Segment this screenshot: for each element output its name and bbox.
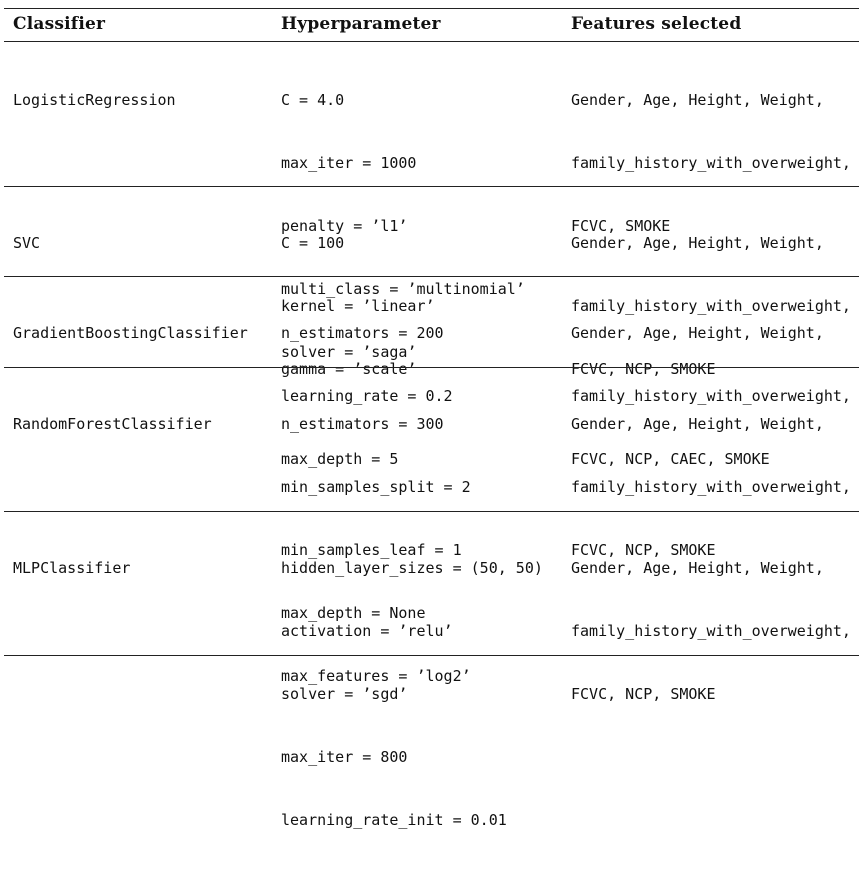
hyperparameter-line: min_samples_leaf = 1 bbox=[281, 541, 462, 559]
hyperparameter-line: gamma = ’scale’ bbox=[281, 360, 417, 378]
table-header: Classifier Hyperparameter Features selec… bbox=[4, 14, 859, 40]
classifier-name: RandomForestClassifier bbox=[13, 415, 212, 433]
hyperparameter-cell: C = 4.0 max_iter = 1000 penalty = ’l1’ m… bbox=[281, 51, 525, 402]
hyperparameter-line: max_depth = 5 bbox=[281, 450, 399, 468]
hyperparameter-line: max_iter = 800 bbox=[281, 748, 408, 766]
features-line: FCVC, NCP, SMOKE bbox=[571, 685, 716, 703]
hyperparameter-line: penalty = ’l1’ bbox=[281, 217, 408, 235]
hyperparameter-line: C = 100 bbox=[281, 234, 345, 252]
classifier-cell: SVC bbox=[13, 194, 67, 293]
hyperparameter-line: min_samples_split = 2 bbox=[281, 478, 471, 496]
features-cell: Gender, Age, Height, Weight, family_hist… bbox=[571, 194, 851, 419]
header-classifier: Classifier bbox=[13, 14, 106, 34]
features-line: family_history_with_overweight, bbox=[571, 297, 851, 315]
features-line: FCVC, NCP, SMOKE bbox=[571, 360, 716, 378]
hyperparameter-line: activation = ’relu’ bbox=[281, 622, 453, 640]
hyperparameter-line: max_depth = None bbox=[281, 604, 426, 622]
hyperparameter-line: max_iter = 1000 bbox=[281, 154, 417, 172]
header-features-selected: Features selected bbox=[571, 14, 742, 34]
table-row: LogisticRegression C = 4.0 max_iter = 10… bbox=[4, 41, 859, 361]
features-line: family_history_with_overweight, bbox=[571, 622, 851, 640]
features-line: Gender, Age, Height, Weight, bbox=[571, 91, 824, 109]
table-bottom-rule bbox=[4, 655, 859, 656]
hyperparameter-line: kernel = ’linear’ bbox=[281, 297, 435, 315]
features-line: FCVC, SMOKE bbox=[571, 217, 671, 235]
features-line: family_history_with_overweight, bbox=[571, 478, 851, 496]
features-line: Gender, Age, Height, Weight, bbox=[571, 324, 824, 342]
hyperparameter-cell: hidden_layer_sizes = (50, 50) activation… bbox=[281, 519, 543, 870]
features-line: FCVC, NCP, CAEC, SMOKE bbox=[571, 450, 770, 468]
features-line: family_history_with_overweight, bbox=[571, 154, 851, 172]
features-cell: Gender, Age, Height, Weight, family_hist… bbox=[571, 51, 851, 276]
hyperparameter-line: solver = ’sgd’ bbox=[281, 685, 408, 703]
table-row: RandomForestClassifier n_estimators = 30… bbox=[4, 367, 859, 685]
hyperparameter-cell: n_estimators = 200 learning_rate = 0.2 m… bbox=[281, 284, 453, 509]
hyperparameter-line: solver = ’saga’ bbox=[281, 343, 417, 361]
hyperparameter-line: n_estimators = 200 bbox=[281, 324, 444, 342]
table-row: GradientBoostingClassifier n_estimators … bbox=[4, 276, 859, 468]
features-cell: Gender, Age, Height, Weight, family_hist… bbox=[571, 284, 851, 509]
hyperparameter-line: learning_rate = 0.2 bbox=[281, 387, 453, 405]
table-row: MLPClassifier hidden_layer_sizes = (50, … bbox=[4, 511, 859, 829]
classifier-name: GradientBoostingClassifier bbox=[13, 324, 248, 342]
header-hyperparameter: Hyperparameter bbox=[281, 14, 441, 34]
features-line: Gender, Age, Height, Weight, bbox=[571, 234, 824, 252]
classifier-name: MLPClassifier bbox=[13, 559, 131, 577]
hyperparameter-line: C = 4.0 bbox=[281, 91, 345, 109]
classifier-cell: GradientBoostingClassifier bbox=[13, 284, 248, 383]
classifier-cell: RandomForestClassifier bbox=[13, 375, 212, 474]
features-line: family_history_with_overweight, bbox=[571, 387, 851, 405]
classifier-cell: LogisticRegression bbox=[13, 51, 176, 150]
classifier-cell: MLPClassifier bbox=[13, 519, 130, 618]
table-top-rule bbox=[4, 8, 859, 9]
hyperparameter-line: n_estimators = 300 bbox=[281, 415, 444, 433]
features-line: Gender, Age, Height, Weight, bbox=[571, 415, 824, 433]
classifier-name: SVC bbox=[13, 234, 41, 252]
features-line: Gender, Age, Height, Weight, bbox=[571, 559, 824, 577]
features-line: FCVC, NCP, SMOKE bbox=[571, 541, 716, 559]
hyperparameter-line: multi_class = ’multinomial’ bbox=[281, 280, 525, 298]
classifier-name: LogisticRegression bbox=[13, 91, 176, 109]
features-cell: Gender, Age, Height, Weight, family_hist… bbox=[571, 519, 851, 744]
hyperparameter-cell: C = 100 kernel = ’linear’ gamma = ’scale… bbox=[281, 194, 435, 419]
hyperparameter-line: hidden_layer_sizes = (50, 50) bbox=[281, 559, 543, 577]
features-cell: Gender, Age, Height, Weight, family_hist… bbox=[571, 375, 851, 600]
hyperparameter-line: learning_rate_init = 0.01 bbox=[281, 811, 507, 829]
table-row: SVC C = 100 kernel = ’linear’ gamma = ’s… bbox=[4, 186, 859, 378]
